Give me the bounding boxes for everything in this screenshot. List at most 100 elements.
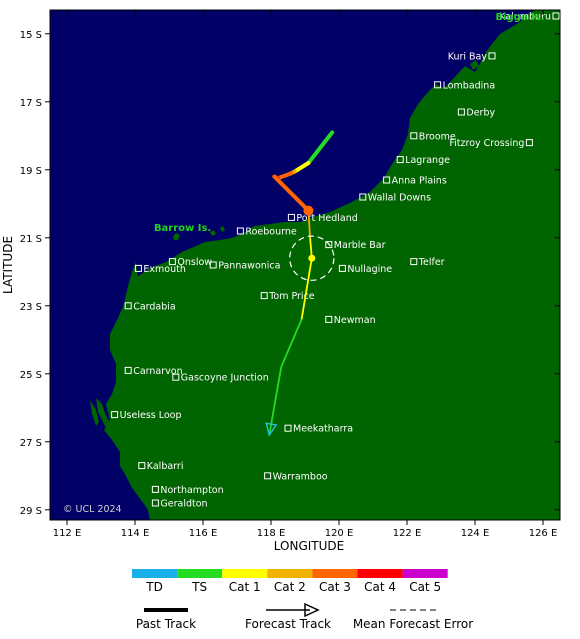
place-label: Exmouth [143, 264, 185, 275]
place-label: Nullagine [347, 264, 392, 275]
past-track-segment [292, 161, 311, 174]
lon-tick-label: 118 E [257, 528, 286, 539]
lat-tick-label: 15 S [20, 30, 42, 41]
place-label: Roebourne [245, 227, 296, 238]
forecast-track-label: Forecast Track [245, 617, 331, 631]
legend-category-label: Cat 5 [409, 580, 441, 594]
place-marker: Anna Plains [383, 176, 447, 187]
forecast-arrow-icon [304, 602, 320, 618]
mean-forecast-error-label: Mean Forecast Error [353, 617, 473, 631]
town-square-icon [410, 258, 418, 266]
lon-tick-label: 124 E [461, 528, 490, 539]
place-label: Wallal Downs [368, 193, 431, 204]
town-square-icon [359, 193, 367, 201]
lon-tick-label: 122 E [393, 528, 422, 539]
legend-swatch [177, 569, 223, 578]
lat-tick-label: 29 S [20, 506, 42, 517]
place-label: Broome [419, 131, 456, 142]
forecast-arrow-head-icon [265, 422, 278, 437]
place-marker: Useless Loop [111, 410, 182, 421]
lon-tick-label: 120 E [325, 528, 354, 539]
legend-category-scale: TD TS Cat 1 Cat 2 Cat 3 Cat 4 Cat 5 [132, 569, 448, 594]
island-label: Bigge Is. [495, 12, 544, 23]
place-marker: Lagrange [396, 155, 450, 166]
past-track-segment [275, 171, 294, 181]
town-square-icon [151, 485, 159, 493]
place-marker: Pannawonica [209, 261, 280, 272]
plot-frame [49, 9, 561, 521]
land-mass [104, 10, 560, 520]
lon-tick-label: 116 E [189, 528, 218, 539]
place-marker: Cardabia [124, 301, 176, 312]
place-label: Fitzroy Crossing [449, 138, 524, 149]
place-label: Lagrange [405, 155, 450, 166]
legend-category-label: Cat 4 [364, 580, 396, 594]
place-marker: Wallal Downs [359, 193, 431, 204]
place-marker: Tom Price [260, 291, 315, 302]
town-square-icon [396, 156, 404, 164]
past-track-label: Past Track [136, 617, 196, 631]
place-marker: Kalumburu [499, 12, 560, 23]
place-marker: Fitzroy Crossing [449, 138, 533, 149]
current-position-marker [303, 205, 314, 216]
place-marker: Onslow [168, 257, 212, 268]
place-marker: Marble Bar [325, 240, 386, 251]
forecast-track-segment [280, 319, 303, 368]
place-label: Derby [466, 108, 495, 119]
forecast-track-segment [300, 258, 313, 320]
forecast-position-marker [308, 254, 316, 262]
lon-tick-label: 114 E [121, 528, 150, 539]
town-square-icon [383, 176, 391, 184]
place-marker: Gascoyne Junction [172, 373, 269, 384]
forecast-error-circle [289, 235, 335, 281]
place-marker: Lombadina [434, 80, 496, 91]
place-label: Lombadina [443, 80, 496, 91]
place-label: Kuri Bay [448, 51, 488, 62]
legend-swatch [402, 569, 448, 578]
legend-swatch [132, 569, 178, 578]
town-square-icon [151, 499, 159, 507]
cyclone-track [265, 130, 335, 437]
place-marker: Roebourne [236, 227, 297, 238]
lat-tick-label: 19 S [20, 166, 42, 177]
place-label: Northampton [160, 485, 223, 496]
town-square-icon [260, 292, 268, 300]
place-marker: Nullagine [338, 264, 392, 275]
town-square-icon [525, 139, 533, 147]
town-square-icon [124, 302, 132, 310]
place-label: Marble Bar [334, 240, 386, 251]
lat-tick-label: 17 S [20, 98, 42, 109]
town-square-icon [325, 315, 333, 323]
legend-category-label: Cat 2 [274, 580, 306, 594]
lat-tick-label: 25 S [20, 370, 42, 381]
place-marker: Newman [325, 315, 376, 326]
town-square-icon [284, 424, 292, 432]
legend-category-label: TD [145, 580, 163, 594]
town-square-icon [236, 227, 244, 235]
place-label: Cardabia [133, 301, 176, 312]
lon-tick-label: 126 E [529, 528, 558, 539]
latitude-ticks: 15 S 17 S 19 S 21 S 23 S 25 S 27 S 29 S [20, 30, 560, 517]
dampier-archipelago [210, 226, 225, 236]
place-label: Anna Plains [392, 176, 447, 187]
place-label: Port Hedland [296, 213, 357, 224]
place-label: Newman [334, 315, 376, 326]
map-plot-area: Kalumburu Kuri Bay Lombadina Derby BroomeFit… [50, 10, 560, 520]
places-layer: Kalumburu Kuri Bay Lombadina Derby BroomeFit… [111, 12, 560, 510]
legend-swatch [267, 569, 313, 578]
place-marker: Port Hedland [287, 213, 358, 224]
place-marker: Meekatharra [284, 424, 353, 435]
place-marker: Geraldton [151, 499, 208, 510]
place-marker: Telfer [410, 257, 445, 268]
place-label: Telfer [418, 257, 445, 268]
place-label: Geraldton [160, 499, 207, 510]
town-square-icon [325, 241, 333, 249]
place-label: Kalbarri [147, 461, 184, 472]
copyright-label: © UCL 2024 [63, 504, 122, 515]
town-square-icon [264, 472, 272, 480]
town-square-icon [111, 411, 119, 419]
lon-tick-label: 112 E [53, 528, 82, 539]
town-square-icon [488, 52, 496, 60]
longitude-ticks: 112 E 114 E 116 E 118 E 120 E 122 E 124 E 126 E [53, 10, 558, 539]
